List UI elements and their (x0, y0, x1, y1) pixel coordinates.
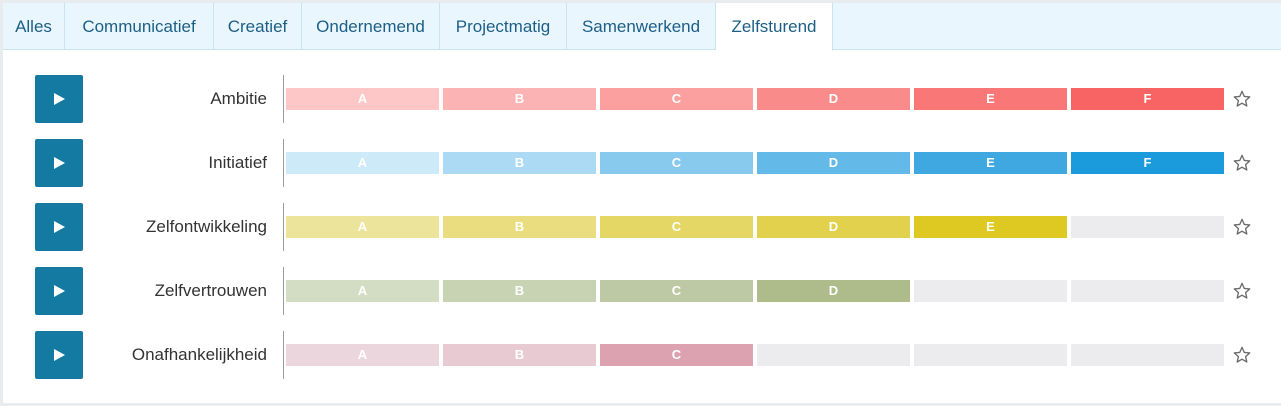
level-bar-filled[interactable]: B (443, 88, 596, 110)
favorite-button[interactable] (1232, 345, 1252, 365)
tab-creatief[interactable]: Creatief (214, 3, 302, 50)
level-bar-filled[interactable]: A (286, 344, 439, 366)
star-outline-icon (1233, 154, 1251, 171)
skill-label: Zelfontwikkeling (146, 217, 267, 236)
row-divider (283, 267, 284, 315)
row-divider (283, 75, 284, 123)
row-divider (283, 331, 284, 379)
level-bar-filled[interactable]: C (600, 216, 753, 238)
level-bar-filled[interactable]: B (443, 344, 596, 366)
level-bar-empty[interactable] (757, 344, 910, 366)
level-bar-filled[interactable]: B (443, 152, 596, 174)
favorite-button[interactable] (1232, 89, 1252, 109)
tab-zelfsturend[interactable]: Zelfsturend (716, 3, 833, 51)
level-bar-empty[interactable] (1071, 280, 1224, 302)
tab-ondernemend[interactable]: Ondernemend (302, 3, 440, 50)
row-divider (283, 203, 284, 251)
play-icon (54, 285, 65, 297)
skill-label: Initiatief (208, 153, 267, 172)
skill-row: Ambitie A B C D E F (3, 75, 1281, 139)
play-button[interactable] (35, 139, 83, 187)
tab-communicatief[interactable]: Communicatief (65, 3, 214, 50)
star-outline-icon (1233, 218, 1251, 235)
level-bar-filled[interactable]: A (286, 280, 439, 302)
level-bar-filled[interactable]: D (757, 280, 910, 302)
play-button[interactable] (35, 203, 83, 251)
level-bar-filled[interactable]: F (1071, 152, 1224, 174)
level-bar-filled[interactable]: E (914, 88, 1067, 110)
level-bar-filled[interactable]: F (1071, 88, 1224, 110)
play-icon (54, 157, 65, 169)
level-bar-filled[interactable]: C (600, 152, 753, 174)
star-outline-icon (1233, 282, 1251, 299)
star-outline-icon (1233, 346, 1251, 363)
level-bar-empty[interactable] (1071, 216, 1224, 238)
level-bar-filled[interactable]: A (286, 216, 439, 238)
skill-label: Onafhankelijkheid (131, 345, 267, 364)
level-bar-filled[interactable]: D (757, 152, 910, 174)
level-bar-filled[interactable]: E (914, 152, 1067, 174)
level-bar-empty[interactable] (914, 344, 1067, 366)
play-icon (54, 349, 65, 361)
row-divider (283, 139, 284, 187)
skill-row: Initiatief A B C D E F (3, 139, 1281, 203)
play-button[interactable] (35, 267, 83, 315)
skill-label: Zelfvertrouwen (154, 281, 267, 300)
favorite-button[interactable] (1232, 153, 1252, 173)
level-bar-filled[interactable]: D (757, 216, 910, 238)
tab-projectmatig[interactable]: Projectmatig (440, 3, 567, 50)
skill-row: Zelfvertrouwen A B C D (3, 267, 1281, 331)
skill-row: Zelfontwikkeling A B C D E (3, 203, 1281, 267)
level-bar-filled[interactable]: C (600, 88, 753, 110)
tab-alles[interactable]: Alles (3, 3, 65, 50)
level-bar-filled[interactable]: C (600, 344, 753, 366)
skill-label: Ambitie (210, 89, 267, 108)
play-button[interactable] (35, 75, 83, 123)
level-bar-filled[interactable]: E (914, 216, 1067, 238)
skills-panel: Alles Communicatief Creatief Ondernemend Pro… (3, 3, 1281, 403)
favorite-button[interactable] (1232, 217, 1252, 237)
tab-samenwerkend[interactable]: Samenwerkend (567, 3, 716, 50)
play-button[interactable] (35, 331, 83, 379)
level-bar-filled[interactable]: B (443, 280, 596, 302)
level-bar-filled[interactable]: C (600, 280, 753, 302)
level-bar-filled[interactable]: B (443, 216, 596, 238)
play-icon (54, 221, 65, 233)
level-bar-filled[interactable]: D (757, 88, 910, 110)
level-bar-filled[interactable]: A (286, 152, 439, 174)
level-bar-empty[interactable] (1071, 344, 1224, 366)
level-bar-filled[interactable]: A (286, 88, 439, 110)
favorite-button[interactable] (1232, 281, 1252, 301)
star-outline-icon (1233, 90, 1251, 107)
skill-row: Onafhankelijkheid A B C (3, 331, 1281, 395)
category-tabbar: Alles Communicatief Creatief Ondernemend Pro… (3, 3, 1281, 51)
level-bar-empty[interactable] (914, 280, 1067, 302)
play-icon (54, 93, 65, 105)
